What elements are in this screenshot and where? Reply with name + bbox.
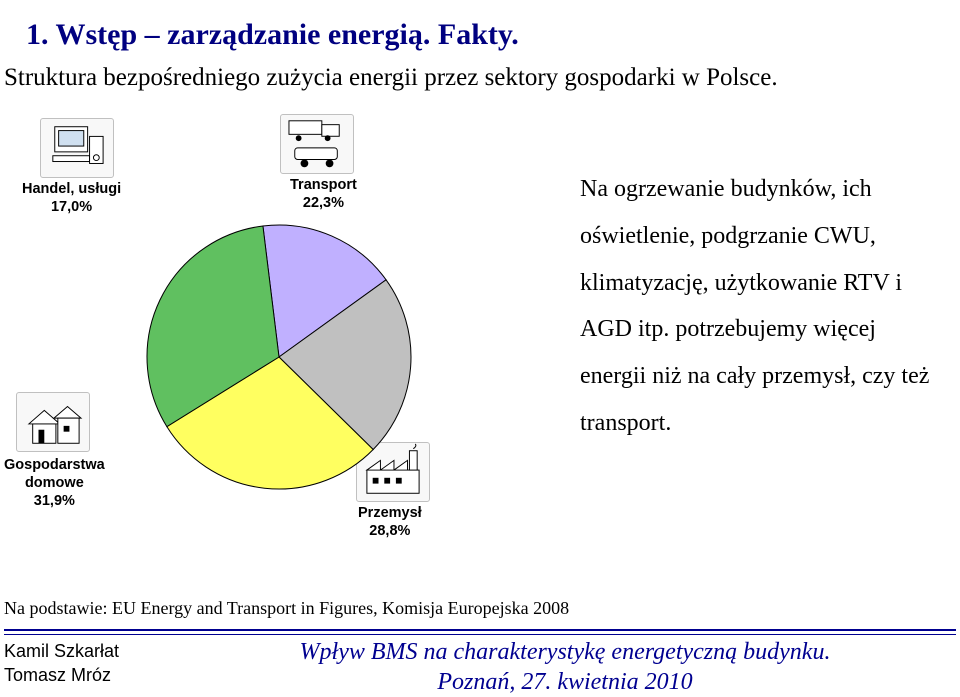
sector-label-handel: Handel, usługi17,0% <box>22 180 121 216</box>
pie-chart <box>144 222 414 492</box>
footer: Kamil Szkarłat Tomasz Mróz Wpływ BMS na … <box>4 637 956 687</box>
sector-label-gospodarstwa: Gospodarstwadomowe31,9% <box>4 456 105 510</box>
sector-label-transport: Transport22,3% <box>290 176 357 212</box>
sector-label-przemysl: Przemysł28,8% <box>358 504 422 540</box>
truck-icon <box>280 114 354 174</box>
author-2: Tomasz Mróz <box>4 663 174 687</box>
footer-title-line1: Wpływ BMS na charakterystykę energetyczn… <box>174 637 956 667</box>
page-title: 1. Wstęp – zarządzanie energią. Fakty. <box>0 0 960 52</box>
footer-divider <box>4 629 956 631</box>
house-icon <box>16 392 90 452</box>
author-1: Kamil Szkarłat <box>4 639 174 663</box>
page-subtitle: Struktura bezpośredniego zużycia energii… <box>0 52 960 92</box>
pie-chart-area: Handel, usługi17,0% Transport22,3% Przem… <box>4 112 560 542</box>
content-area: Handel, usługi17,0% Transport22,3% Przem… <box>0 92 960 562</box>
footer-title: Wpływ BMS na charakterystykę energetyczn… <box>174 637 956 687</box>
computer-icon <box>40 118 114 178</box>
footer-divider-thin <box>4 634 956 635</box>
source-citation: Na podstawie: EU Energy and Transport in… <box>4 598 569 619</box>
body-paragraph: Na ogrzewanie budynków, ich oświetlenie,… <box>580 166 932 447</box>
authors: Kamil Szkarłat Tomasz Mróz <box>4 637 174 687</box>
